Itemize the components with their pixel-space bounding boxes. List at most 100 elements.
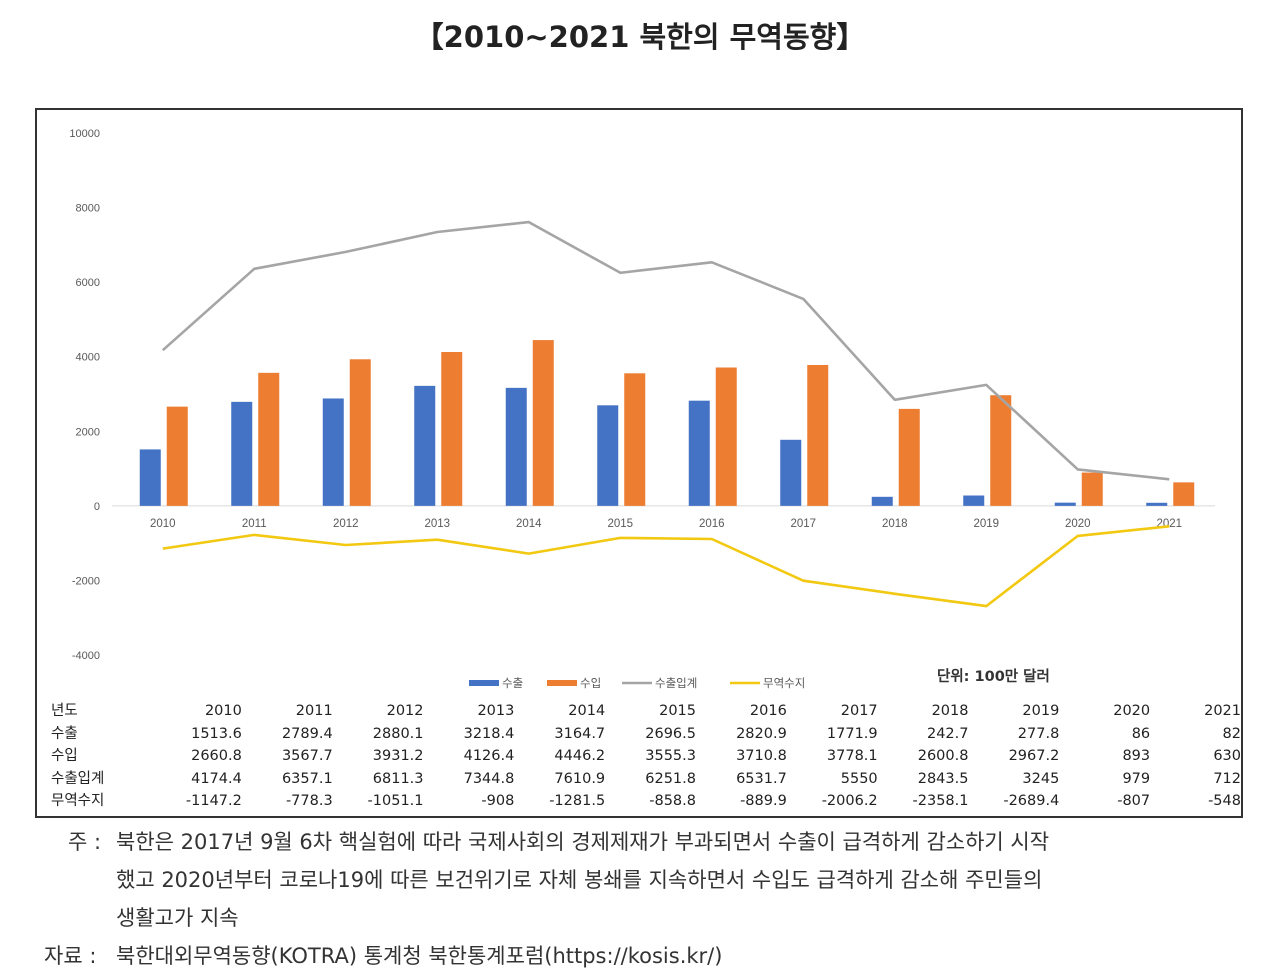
y-tick-label: -4000 [72,650,100,662]
table-cell: 6251.8 [645,770,696,787]
bar [139,449,161,506]
table-cell: 6357.1 [281,770,333,787]
table-cell: 277.8 [1017,725,1060,742]
bar [1146,502,1168,506]
y-tick-label: 0 [94,501,100,513]
table-cell: -1051.1 [367,793,424,809]
row-label: 수입 [51,748,78,764]
legend-label: 수출입계 [655,676,697,690]
row-label: 수출 [51,725,78,742]
table-cell: 4174.4 [191,770,242,787]
y-tick-label: 10000 [69,128,100,140]
bar [258,372,280,506]
note-label: 주 : [68,830,102,854]
bar [963,495,985,506]
table-cell: 712 [1213,770,1241,787]
x-tick-label: 2010 [150,518,176,530]
y-tick-label: 8000 [76,203,100,215]
bar [414,385,436,506]
bar [871,496,893,506]
table-cell: 2016 [749,703,787,719]
table-cell: 2021 [1204,703,1241,719]
x-tick-label: 2011 [242,518,267,530]
table-cell: -858.8 [649,793,696,809]
table-cell: -2006.2 [821,793,878,809]
table-header-row: 년도 2010 2011 2012 2013 2014 2015 2016 2017 2018 20… [51,700,1241,723]
x-tick-label: 2020 [1065,518,1091,530]
table-cell: 2018 [931,703,969,719]
bar [688,400,710,506]
table-row: 수입 2660.8 3567.7 3931.2 4126.4 4446.2 3555.3 37… [51,745,1241,768]
table-cell: 6811.3 [372,770,424,787]
table-cell: 2789.4 [281,725,333,742]
table-cell: -889.9 [740,793,787,809]
page-title: 【2010~2021 북한의 무역동향】 [414,20,866,54]
row-label: 무역수지 [51,793,105,809]
source-text: 북한대외무역동향(KOTRA) 통계청 북한통계포럼(https://kosis… [116,944,723,968]
bar [1173,482,1195,506]
table-cell: 2696.5 [645,725,696,742]
table-cell: 3218.4 [463,725,515,742]
table-row: 무역수지 -1147.2 -778.3 -1051.1 -908 -1281.5 -858.… [51,790,1241,813]
table-cell: 2600.8 [917,748,969,764]
series-line [161,220,1170,481]
row-label: 수출입계 [51,770,105,787]
table-cell: 2019 [1022,703,1060,719]
legend-swatch [547,680,577,686]
table-cell: 2014 [568,703,606,719]
table-cell: 979 [1122,770,1151,787]
table-cell: 5550 [840,770,878,787]
source-label: 자료 : [44,944,97,968]
table-cell: 82 [1222,725,1241,742]
legend-label: 수출 [502,676,523,690]
table-cell: 3555.3 [645,748,696,764]
bar [1081,472,1103,506]
table-cell: 2660.8 [191,748,242,764]
table-row: 수출 1513.6 2789.4 2880.1 3218.4 3164.7 2696.5 28… [51,723,1241,746]
note-line: 생활고가 지속 [116,906,239,930]
bar [715,367,737,506]
table-cell: 2820.9 [736,725,787,742]
bar [441,352,463,506]
table-cell: 2013 [477,703,515,719]
row-label: 년도 [51,703,78,719]
bar [597,405,619,506]
y-tick-label: 2000 [76,426,100,438]
note-line: 북한은 2017년 9월 6차 핵실험에 따라 국제사회의 경제제재가 부과되면… [116,830,1050,854]
table-cell: 2012 [386,703,424,719]
table-cell: 893 [1122,748,1151,764]
table-cell: -2358.1 [912,793,969,809]
table-cell: -908 [481,793,515,809]
x-tick-label: 2019 [973,518,999,530]
unit-note: 단위: 100만 달러 [937,667,1050,685]
table-cell: -1281.5 [549,793,606,809]
table-cell: 2880.1 [372,725,424,742]
x-tick-label: 2013 [424,518,450,530]
table-cell: 2967.2 [1008,748,1060,764]
x-tick-label: 2017 [790,518,816,530]
table-cell: 4126.4 [463,748,515,764]
legend-label: 무역수지 [763,676,805,690]
bar [505,387,527,506]
x-tick-label: 2012 [333,518,359,530]
bar [807,364,829,506]
table-cell: 2017 [840,703,878,719]
table-cell: 1513.6 [191,725,242,742]
y-tick-label: -2000 [72,575,100,587]
table-cell: 2010 [204,703,242,719]
x-tick-label: 2015 [607,518,633,530]
table-cell: 1771.9 [826,725,878,742]
table-cell: 3710.8 [736,748,787,764]
table-cell: 242.7 [926,725,969,742]
bar [780,439,802,506]
bar [322,398,344,506]
table-cell: 2020 [1113,703,1151,719]
table-cell: 7610.9 [554,770,606,787]
bar [990,395,1012,506]
legend-swatch [469,680,499,686]
legend-label: 수입 [580,676,601,690]
table-cell: 2011 [295,703,333,719]
series-line [162,525,1170,608]
x-tick-label: 2014 [516,518,542,530]
table-cell: 2015 [659,703,696,719]
